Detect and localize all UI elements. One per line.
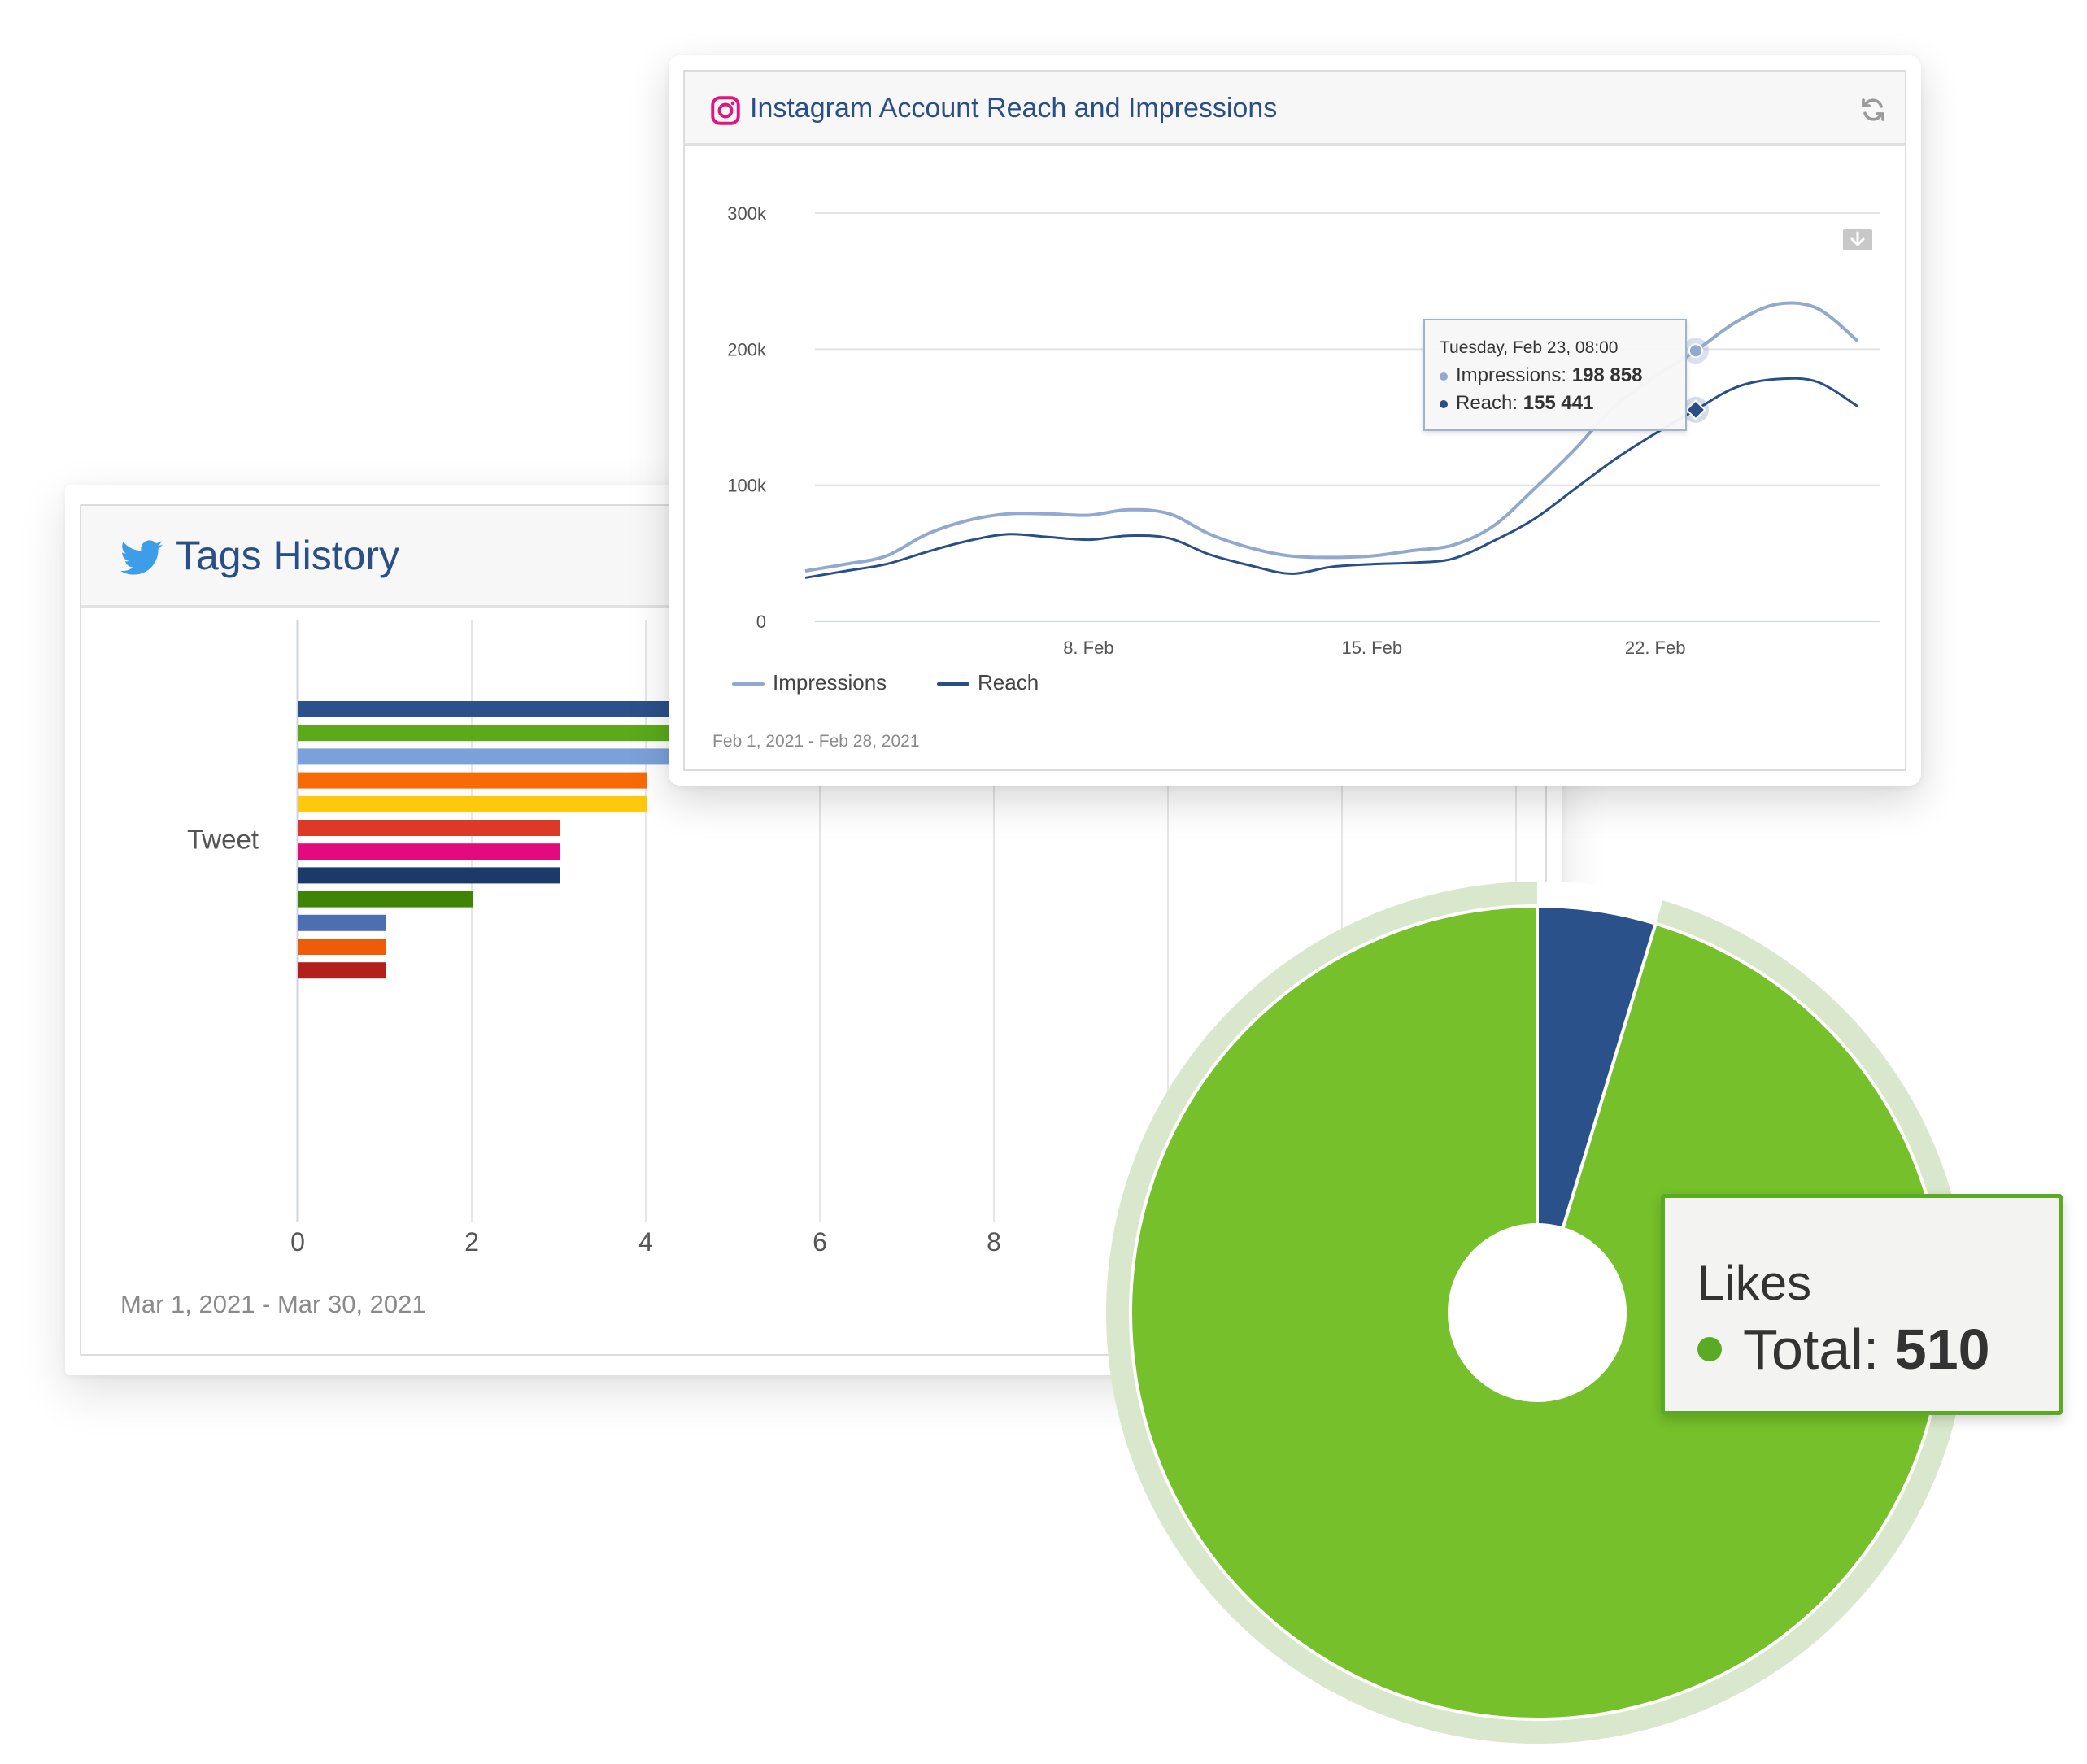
x-tick-label: 22. Feb	[1625, 638, 1686, 658]
tooltip-impressions-row: Impressions: 198 858	[1440, 364, 1642, 387]
instagram-line-chart: 0 100k 200k 300k 8. Feb 15. Feb 22. Feb	[727, 203, 1880, 658]
legend-impressions-label: Impressions	[773, 670, 887, 695]
bar	[298, 939, 386, 955]
download-icon[interactable]	[1841, 226, 1874, 252]
tooltip-reach-dot	[1440, 399, 1448, 408]
tooltip-reach-label: Reach:	[1456, 392, 1523, 414]
bar	[298, 891, 473, 908]
bar	[298, 772, 647, 789]
bar	[298, 843, 560, 860]
hover-point-reach	[1685, 399, 1706, 420]
y-tick-label: 0	[756, 612, 766, 632]
bar	[298, 962, 386, 979]
bar	[298, 795, 647, 812]
bar	[298, 748, 734, 765]
instagram-date-range: Feb 1, 2021 - Feb 28, 2021	[712, 732, 920, 751]
x-tick-label: 4	[638, 1227, 653, 1257]
legend-reach-label: Reach	[978, 670, 1039, 695]
likes-tooltip: Likes Total: 510	[1661, 1194, 2063, 1415]
x-tick-label: 0	[290, 1227, 305, 1257]
instagram-panel: Instagram Account Reach and Impressions …	[683, 70, 1906, 771]
category-label: Tweet	[187, 825, 259, 855]
y-tick-label: 100k	[727, 476, 767, 496]
bar	[298, 914, 386, 931]
instagram-card: Instagram Account Reach and Impressions …	[669, 55, 1921, 786]
twitter-bird-icon	[120, 540, 163, 575]
likes-total-value: 510	[1894, 1318, 1990, 1381]
y-tick-label: 200k	[727, 339, 767, 359]
legend-impressions-swatch	[732, 682, 765, 686]
likes-total-row: Total: 510	[1697, 1317, 1990, 1382]
hover-point-impressions	[1688, 343, 1703, 359]
tooltip-reach-row: Reach: 155 441	[1440, 392, 1593, 415]
instagram-icon	[711, 96, 740, 125]
bar	[298, 867, 560, 884]
instagram-title: Instagram Account Reach and Impressions	[750, 93, 1278, 124]
tags-history-title: Tags History	[176, 533, 400, 578]
x-tick-label: 8. Feb	[1063, 638, 1113, 658]
likes-donut-hole	[1449, 1225, 1625, 1400]
x-tick-label: 15. Feb	[1341, 638, 1402, 658]
instagram-tooltip: Tuesday, Feb 23, 08:00 Impressions: 198 …	[1423, 319, 1687, 431]
likes-donut-chart	[1106, 882, 1968, 1744]
instagram-header: Instagram Account Reach and Impressions	[685, 72, 1905, 146]
legend-reach-swatch	[937, 682, 969, 686]
tooltip-impressions-label: Impressions:	[1456, 364, 1572, 386]
tooltip-reach-value: 155 441	[1523, 392, 1594, 414]
x-tick-label: 6	[813, 1227, 827, 1257]
tooltip-impressions-value: 198 858	[1571, 364, 1643, 386]
bar	[298, 820, 560, 836]
y-tick-label: 300k	[727, 203, 767, 224]
likes-label: Likes	[1697, 1256, 1812, 1310]
x-tick-label: 8	[987, 1227, 1001, 1257]
ring-highlight-gap	[1537, 882, 1663, 924]
tooltip-impressions-dot	[1440, 372, 1448, 381]
tooltip-date: Tuesday, Feb 23, 08:00	[1440, 338, 1619, 357]
x-tick-label: 2	[464, 1227, 479, 1257]
likes-total-label: Total:	[1743, 1318, 1895, 1381]
likes-dot	[1697, 1336, 1722, 1361]
refresh-icon[interactable]	[1859, 96, 1887, 124]
tags-date-range: Mar 1, 2021 - Mar 30, 2021	[120, 1290, 426, 1318]
bar	[298, 725, 734, 742]
